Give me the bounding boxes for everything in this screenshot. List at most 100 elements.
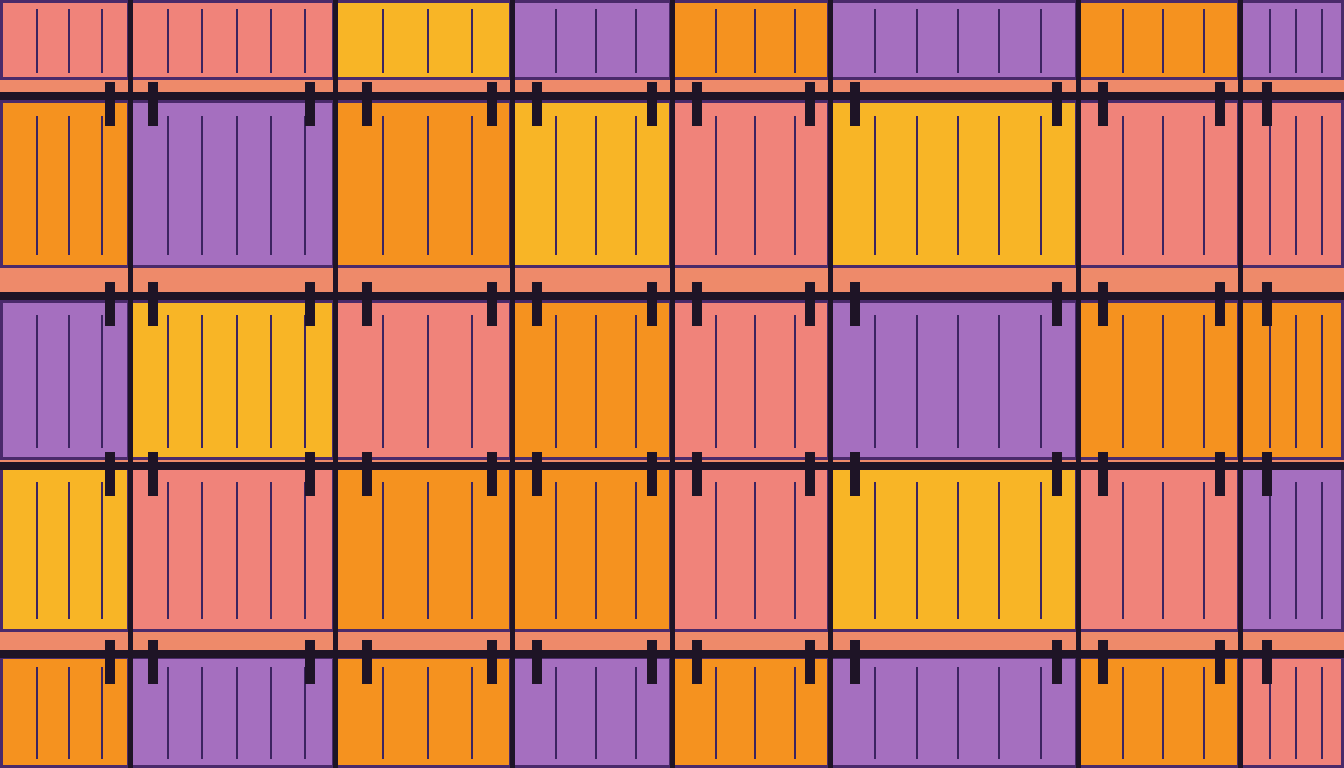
post (1238, 0, 1243, 768)
plank-line (595, 8, 597, 73)
plank-line (915, 667, 918, 759)
plank-line (874, 315, 877, 448)
plank-line (595, 115, 597, 256)
door-panel (0, 300, 130, 460)
plank-line (235, 667, 238, 759)
hanger-bracket (647, 640, 657, 684)
plank-line (470, 315, 473, 448)
plank-line (35, 8, 38, 73)
hanger-bracket (362, 452, 372, 496)
post (1076, 0, 1081, 768)
plank-line (1162, 8, 1164, 73)
hanger-bracket (532, 82, 542, 126)
plank-line (68, 481, 70, 620)
hanger-bracket (1215, 82, 1225, 126)
hanger-bracket (850, 640, 860, 684)
hanger-bracket (850, 452, 860, 496)
hanger-bracket (305, 82, 315, 126)
plank-line (915, 315, 918, 448)
hanger-bracket (105, 452, 115, 496)
plank-line (635, 115, 637, 256)
plank-line (426, 481, 429, 620)
plank-line (555, 8, 557, 73)
plank-line (555, 481, 557, 620)
door-panel (672, 100, 830, 268)
plank-line (303, 481, 306, 620)
plank-line (635, 315, 637, 448)
post (128, 0, 133, 768)
plank-line (595, 315, 597, 448)
plank-line (793, 481, 796, 620)
plank-line (303, 8, 306, 73)
hanger-bracket (1052, 640, 1062, 684)
door-panel (1078, 300, 1240, 460)
plank-line (269, 115, 272, 256)
post (670, 0, 675, 768)
hanger-bracket (305, 282, 315, 326)
door-panel (830, 466, 1078, 632)
plank-line (635, 481, 637, 620)
plank-line (1295, 481, 1297, 620)
door-panel (512, 0, 672, 80)
plank-line (793, 8, 796, 73)
hanger-bracket (362, 282, 372, 326)
plank-line (1202, 315, 1205, 448)
plank-line (1295, 115, 1297, 256)
plank-line (998, 315, 1001, 448)
plank-line (100, 481, 103, 620)
door-panel (512, 100, 672, 268)
plank-line (793, 115, 796, 256)
door-panel (0, 0, 130, 80)
post (333, 0, 338, 768)
hanger-bracket (1052, 452, 1062, 496)
plank-line (714, 667, 717, 759)
plank-line (714, 8, 717, 73)
door-panel (1240, 300, 1344, 460)
plank-line (957, 8, 959, 73)
hanger-bracket (305, 452, 315, 496)
hanger-bracket (487, 452, 497, 496)
hanger-bracket (1262, 282, 1272, 326)
hanger-bracket (805, 640, 815, 684)
plank-line (1039, 481, 1042, 620)
plank-line (201, 315, 204, 448)
plank-line (167, 481, 170, 620)
plank-line (201, 481, 204, 620)
hanger-bracket (692, 82, 702, 126)
plank-line (998, 481, 1001, 620)
plank-line (1269, 667, 1271, 759)
door-panel (130, 100, 335, 268)
plank-line (426, 8, 429, 73)
hanger-bracket (362, 82, 372, 126)
plank-line (555, 667, 557, 759)
hanger-bracket (532, 640, 542, 684)
hanger-bracket (850, 282, 860, 326)
plank-line (635, 8, 637, 73)
plank-line (426, 315, 429, 448)
plank-line (303, 315, 306, 448)
door-rail (0, 292, 1344, 300)
plank-line (303, 667, 306, 759)
plank-line (957, 315, 959, 448)
plank-line (1321, 315, 1323, 448)
plank-line (1202, 481, 1205, 620)
post (828, 0, 833, 768)
plank-line (874, 8, 877, 73)
plank-line (470, 481, 473, 620)
plank-line (201, 667, 204, 759)
plank-line (35, 315, 38, 448)
door-panel (335, 0, 512, 80)
plank-line (957, 667, 959, 759)
plank-line (1202, 8, 1205, 73)
plank-line (269, 315, 272, 448)
plank-line (874, 115, 877, 256)
plank-line (35, 481, 38, 620)
door-rail (0, 462, 1344, 470)
hanger-bracket (105, 640, 115, 684)
plank-line (754, 481, 756, 620)
door-panel (830, 0, 1078, 80)
hanger-bracket (487, 82, 497, 126)
plank-line (100, 667, 103, 759)
plank-line (754, 115, 756, 256)
door-panel (1240, 656, 1344, 768)
